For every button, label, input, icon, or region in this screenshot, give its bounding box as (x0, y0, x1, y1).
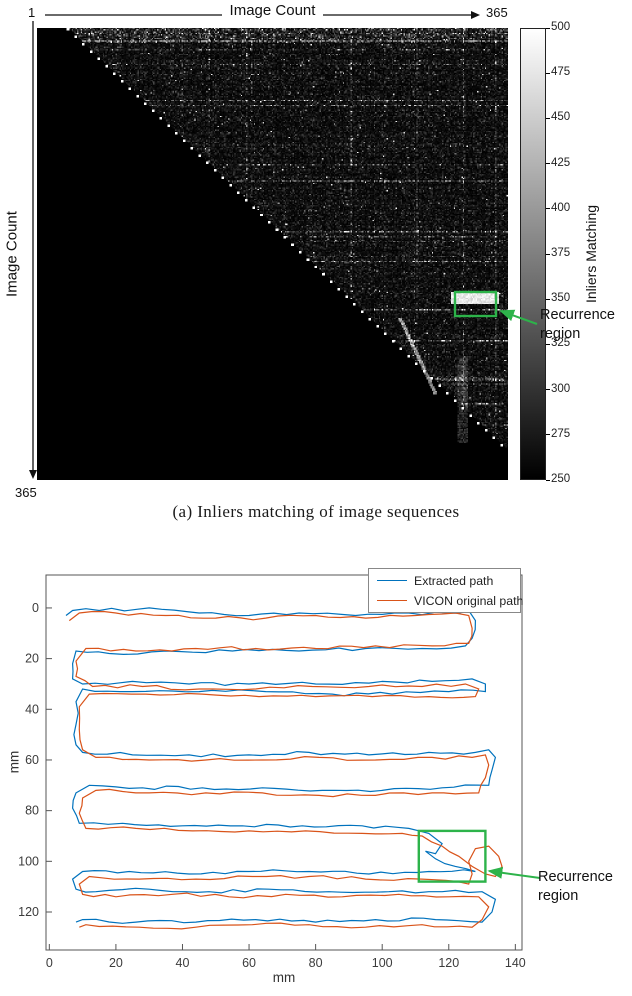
path-plot-canvas: 0 20 40 60 80 100 120 140 0 20 40 60 80 100 120 (18, 574, 541, 970)
inliers-matrix-heatmap (37, 28, 508, 480)
x-tick-label: 100 (372, 956, 393, 970)
colorbar-tick-label: 375 (551, 247, 571, 259)
y-tick-label: 40 (25, 702, 39, 716)
colorbar-tick-mark (546, 208, 550, 210)
legend-entry: VICON original path (369, 591, 524, 611)
x-tick-label: 20 (109, 956, 123, 970)
vicon-path-line (68, 610, 503, 930)
colorbar-tick-mark (546, 434, 550, 436)
x-tick-label: 60 (242, 956, 256, 970)
legend-line-extracted (377, 580, 407, 581)
colorbar-tick-mark (546, 163, 550, 165)
recurrence-annotation-line2: region (540, 326, 581, 342)
colorbar-tick-mark (546, 117, 550, 119)
colorbar-tick-mark (546, 253, 550, 255)
colorbar-tick-label: 475 (551, 66, 571, 79)
y-tick-label: 120 (18, 905, 39, 919)
colorbar-tick-label: 325 (551, 337, 571, 350)
recurrence-annotation-line1: Recurrence (540, 307, 615, 323)
recurrence-annotation-line2: region (538, 888, 579, 904)
path-comparison-figure: 0 20 40 60 80 100 120 140 0 20 40 60 80 100 120 mm mm … (0, 556, 632, 996)
colorbar-tick-label: 275 (551, 427, 571, 440)
recurrence-arrow-path (487, 866, 541, 879)
x-tick-label: 120 (438, 956, 459, 970)
colorbar-tick-label: 250 (551, 473, 571, 485)
x-tick-label: 80 (309, 956, 323, 970)
x-tick-label: 40 (176, 956, 190, 970)
x-tick-label: 0 (46, 956, 53, 970)
heatmap-x-max-label: 365 (486, 5, 508, 20)
y-tick-label: 20 (25, 652, 39, 666)
colorbar-tick-mark (546, 343, 550, 345)
colorbar-tick-label: 500 (551, 21, 571, 33)
legend-label: VICON original path (414, 593, 524, 608)
heatmap-y-axis-label: Image Count (3, 211, 21, 297)
colorbar-tick-label: 425 (551, 156, 571, 169)
colorbar-tick-mark (546, 72, 550, 74)
colorbar-tick-label: 350 (551, 292, 571, 305)
recurrence-arrow-heatmap (499, 309, 538, 325)
recurrence-box-heatmap (453, 290, 498, 318)
plot-box (45, 574, 523, 951)
heatmap-x-axis-label: Image Count (37, 2, 508, 19)
colorbar-tick-mark (546, 298, 550, 300)
colorbar-tick-label: 400 (551, 201, 571, 214)
recurrence-annotation-heatmap: Recurrence region (540, 306, 615, 344)
subfigure-a-caption: (a) Inliers matching of image sequences (172, 502, 460, 521)
colorbar-tick-mark (546, 479, 550, 481)
y-tick-label: 0 (32, 601, 39, 615)
colorbar-tick-label: 450 (551, 111, 571, 124)
colorbar-tick-mark (546, 27, 550, 29)
recurrence-annotation-line1: Recurrence (538, 869, 613, 885)
x-axis-arrowhead-icon (471, 11, 480, 19)
heatmap-origin-label: 1 (28, 5, 36, 20)
colorbar-tick-label: 300 (551, 382, 571, 395)
y-tick-label: 80 (25, 804, 39, 818)
plot-legend: Extracted path VICON original path (368, 568, 524, 613)
legend-label: Extracted path (414, 573, 494, 588)
recurrence-box-path (417, 829, 487, 883)
heatmap-y-max-label: 365 (15, 485, 37, 500)
x-tick-label: 140 (505, 956, 526, 970)
y-tick-label: 100 (18, 854, 39, 868)
recurrence-annotation-path: Recurrence region (538, 868, 613, 906)
y-axis-arrowhead-icon (29, 470, 37, 479)
inliers-heatmap-figure: Image Count Image Count 1 365 365 500 475… (3, 2, 615, 500)
path-x-axis-label: mm (272, 970, 296, 985)
extracted-path-line (65, 607, 497, 924)
legend-entry: Extracted path (369, 571, 520, 591)
heatmap-axes-overlay (29, 11, 538, 479)
y-tick-label: 60 (25, 753, 39, 767)
colorbar-tick-mark (546, 389, 550, 391)
path-y-axis-label: mm (6, 750, 22, 774)
colorbar-gradient (520, 28, 546, 480)
legend-line-vicon (377, 600, 407, 601)
